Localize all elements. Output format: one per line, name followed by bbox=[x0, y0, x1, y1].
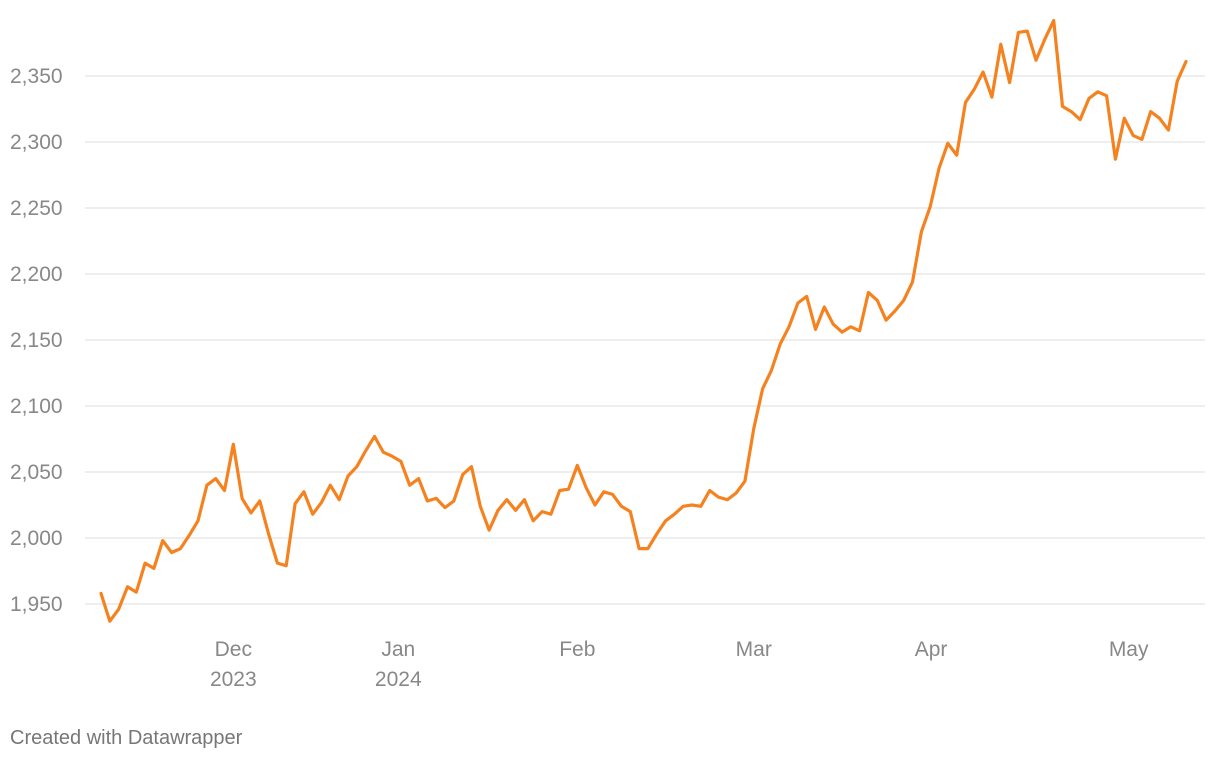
y-tick-label: 2,150 bbox=[10, 329, 63, 352]
x-tick-label: May bbox=[1109, 638, 1149, 661]
y-tick-label: 2,000 bbox=[10, 527, 63, 550]
y-tick-label: 2,300 bbox=[10, 131, 63, 154]
x-tick-label: Dec 2023 bbox=[210, 638, 257, 691]
x-tick-label: Mar bbox=[736, 638, 772, 661]
x-tick-label: Jan 2024 bbox=[375, 638, 422, 691]
y-tick-label: 2,200 bbox=[10, 263, 63, 286]
y-tick-label: 2,250 bbox=[10, 197, 63, 220]
y-tick-label: 2,100 bbox=[10, 395, 63, 418]
y-tick-label: 2,050 bbox=[10, 461, 63, 484]
x-tick-label: Feb bbox=[559, 638, 595, 661]
x-tick-label: Apr bbox=[915, 638, 948, 661]
y-tick-label: 2,350 bbox=[10, 65, 63, 88]
price-line bbox=[99, 19, 1188, 623]
y-tick-label: 1,950 bbox=[10, 593, 63, 616]
footer: Created with Datawrapper bbox=[10, 727, 243, 749]
